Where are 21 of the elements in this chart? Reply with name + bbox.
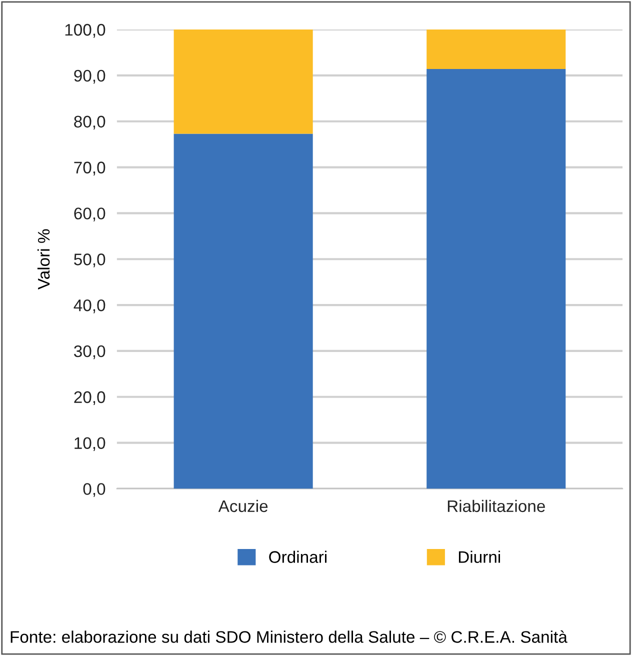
legend-label: Diurni [458,550,500,563]
y-tick-label: 50,0 [74,254,106,268]
y-tick-label: 40,0 [74,299,106,314]
source-note: Fonte: elaborazione su dati SDO Ministero della Salute – © C.R.E.A. Sanità [10,630,568,643]
x-tick-label: Acuzie [218,500,268,512]
y-tick-label: 0,0 [83,483,106,497]
y-tick-label: 30,0 [74,345,106,360]
y-tick-label: 100,0 [65,24,106,38]
y-tick-label: 60,0 [74,208,106,222]
bar [426,69,566,489]
bar [174,30,313,134]
y-axis-title: Valori % [37,229,50,290]
legend-label: Ordinari [269,550,326,563]
y-tick-label: 80,0 [74,116,106,130]
bar [174,134,313,489]
y-tick-label: 70,0 [74,162,106,176]
bar [426,30,566,70]
y-tick-label: 20,0 [74,391,106,406]
y-tick-label: 10,0 [74,437,106,451]
x-tick-label: Riabilitazione [448,500,545,512]
y-tick-label: 90,0 [74,70,106,84]
